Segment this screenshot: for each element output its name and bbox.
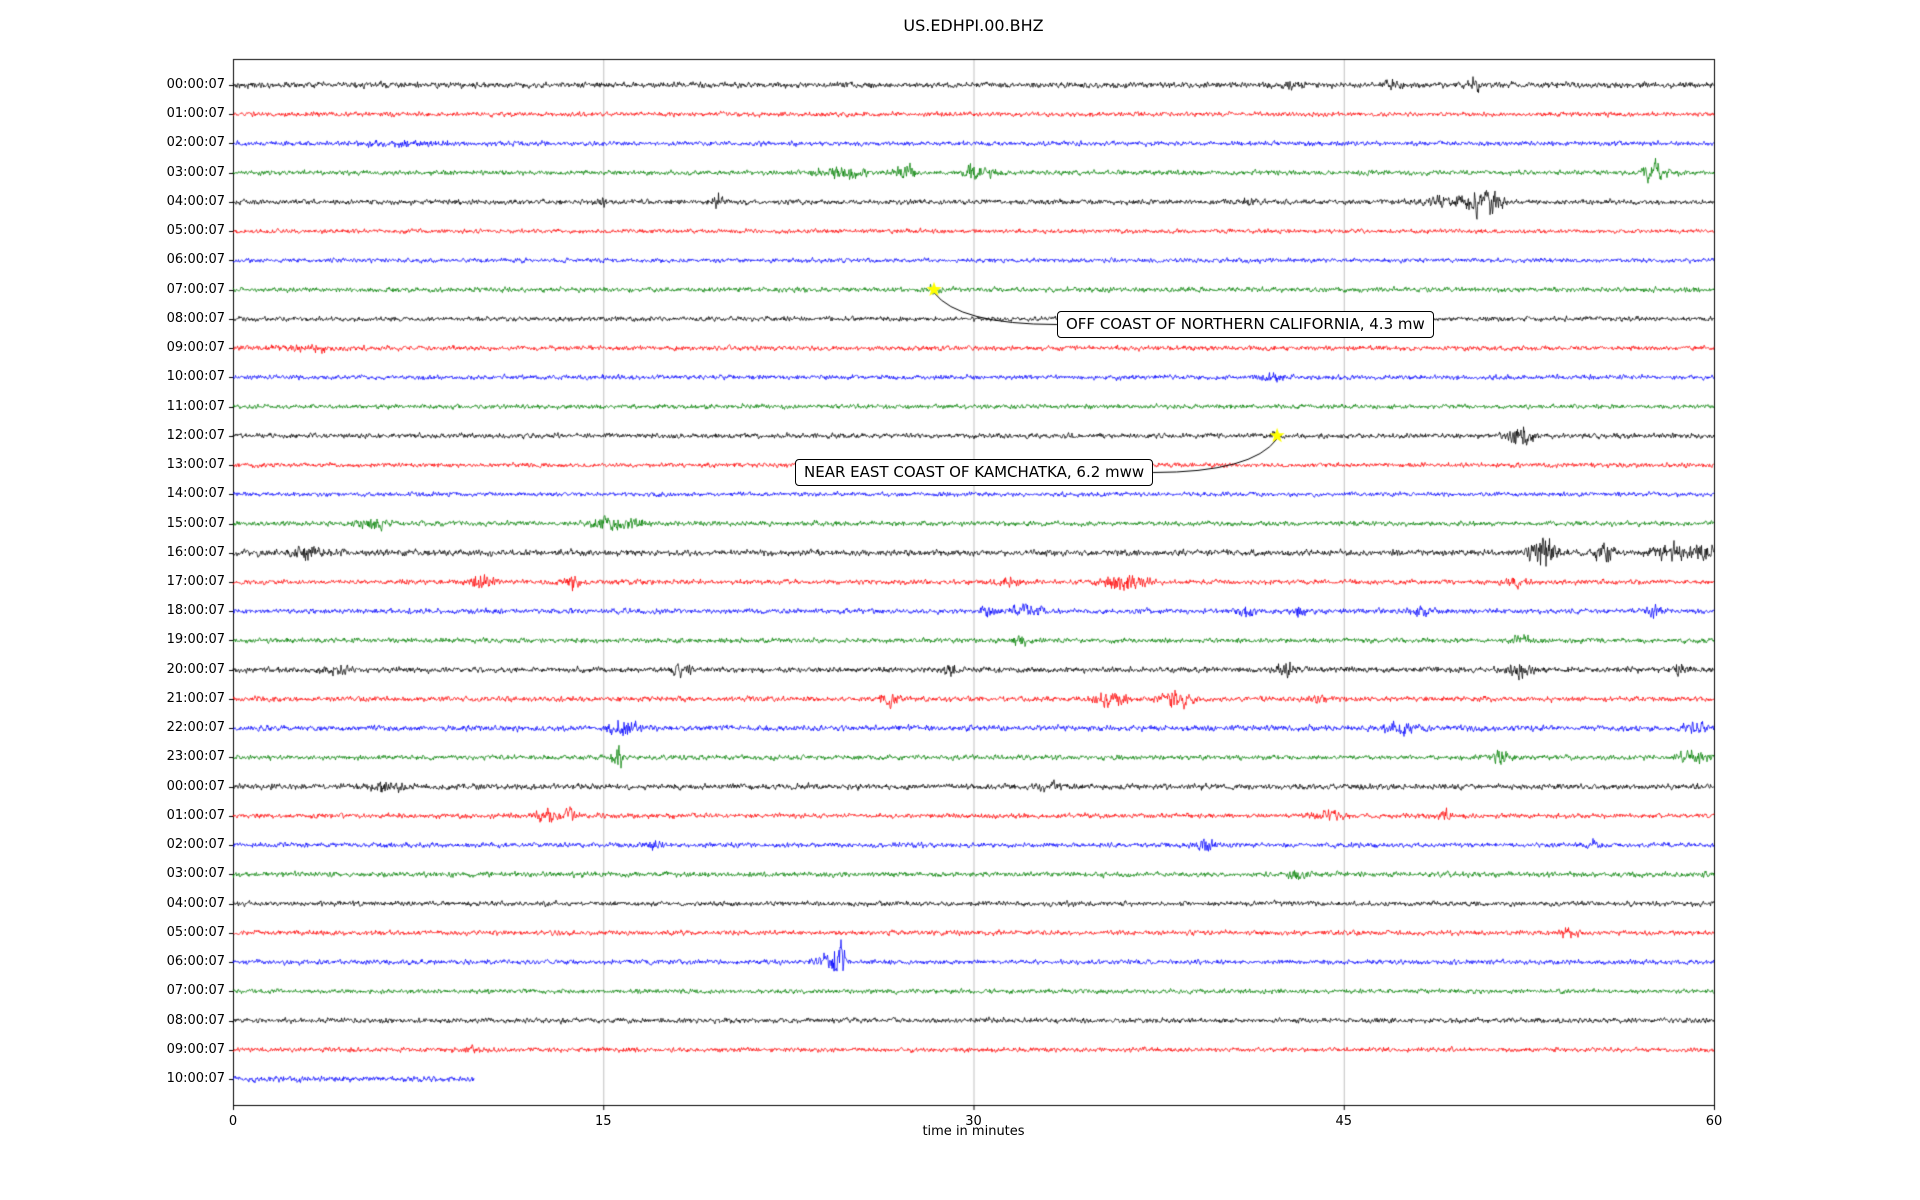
- chart-title: US.EDHPI.00.BHZ: [903, 16, 1044, 35]
- annotation-box-kamchatka: NEAR EAST COAST OF KAMCHATKA, 6.2 mww: [795, 459, 1154, 486]
- annotation-box-northern-california: OFF COAST OF NORTHERN CALIFORNIA, 4.3 mw: [1057, 311, 1434, 338]
- x-axis-label: time in minutes: [922, 1124, 1025, 1139]
